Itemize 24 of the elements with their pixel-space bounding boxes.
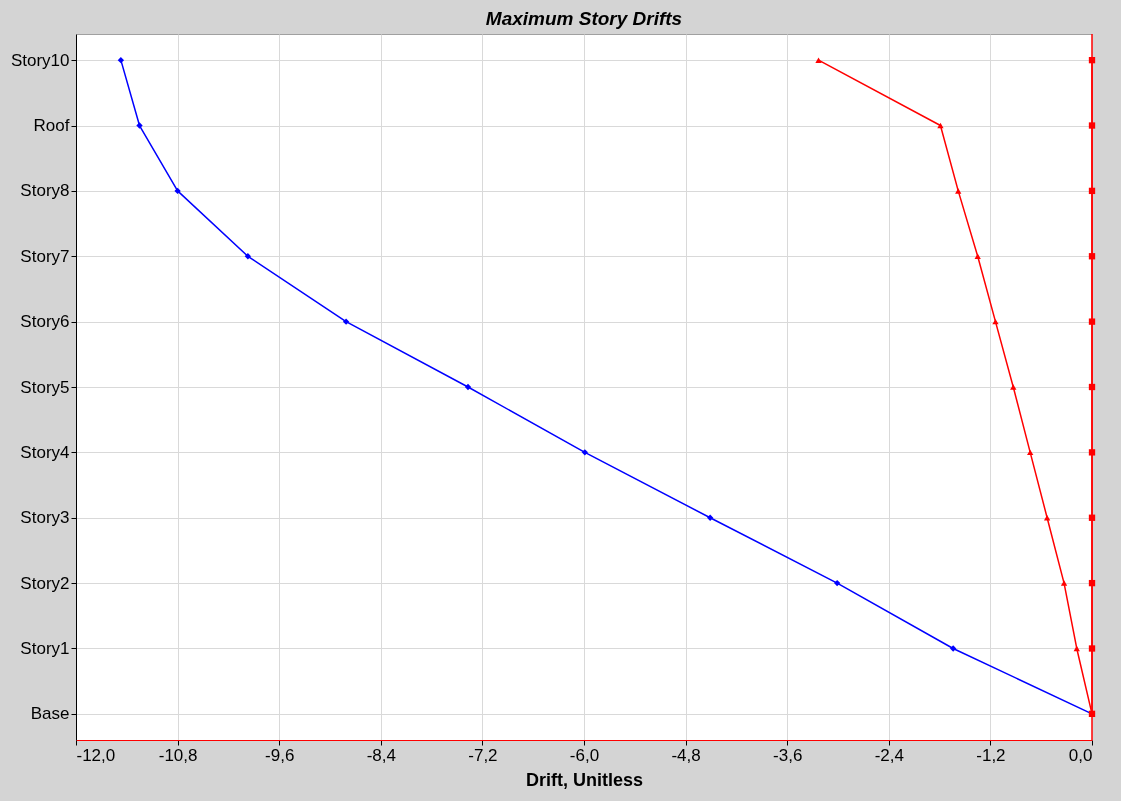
chart-title: Maximum Story Drifts	[485, 8, 683, 30]
y-tick-label: Story7	[20, 246, 70, 266]
x-tick-label: -12,0	[76, 745, 116, 765]
x-tick-label: -1,2	[976, 745, 1006, 765]
x-tick-label: -6,0	[569, 745, 600, 765]
y-tick-label: Story8	[20, 181, 70, 201]
x-tick-label: -4,8	[671, 745, 701, 765]
y-tick-label: Story6	[20, 312, 70, 332]
x-tick-label: -3,6	[773, 745, 803, 765]
y-tick-label: Base	[30, 704, 70, 724]
y-tick-label: Story4	[20, 442, 70, 462]
y-tick-label: Story10	[10, 50, 70, 70]
y-tick-label: Story2	[20, 573, 70, 593]
x-tick-label: -2,4	[874, 745, 904, 765]
x-tick-label: -8,4	[366, 745, 396, 765]
x-axis-title: Drift, Unitless	[525, 769, 644, 790]
y-tick-label: Roof	[33, 116, 70, 136]
y-tick-label: Story3	[20, 508, 70, 528]
x-tick-label: 0,0	[1068, 745, 1093, 765]
x-tick-label: -9,6	[265, 745, 295, 765]
y-tick-label: Story1	[20, 638, 70, 658]
y-tick-label: Story5	[20, 377, 70, 397]
x-tick-label: -7,2	[468, 745, 498, 765]
x-tick-label: -10,8	[158, 745, 198, 765]
